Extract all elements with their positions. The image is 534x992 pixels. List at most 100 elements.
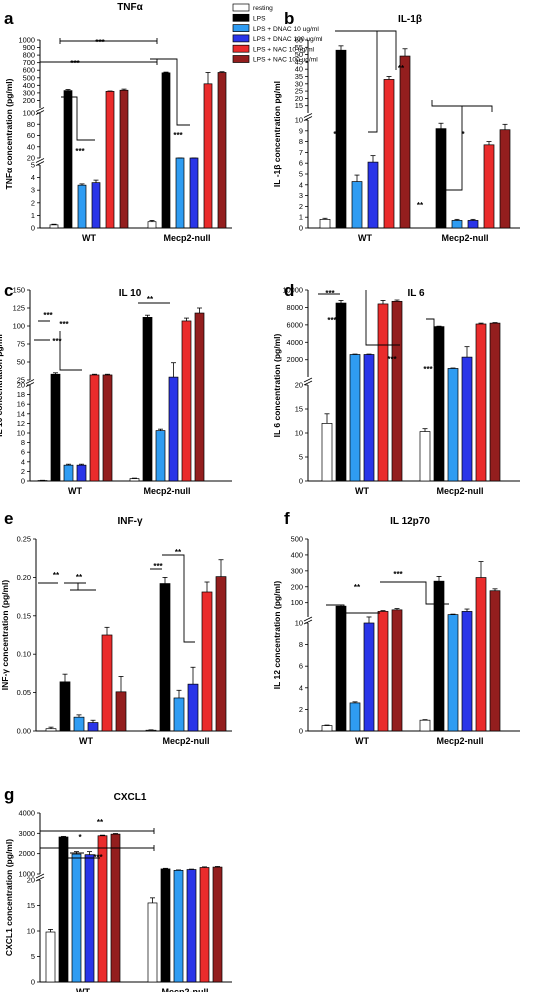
- axis-break-mark: [303, 616, 313, 625]
- axis-break-mark: [35, 873, 45, 882]
- y-tick-label: 5: [31, 952, 35, 961]
- panel-title: IL 10: [119, 288, 142, 299]
- y-tick-label: 700: [23, 58, 35, 67]
- bar: [63, 464, 74, 482]
- x-category-label: WT: [355, 736, 369, 746]
- significance-bracket: [150, 554, 195, 643]
- significance-label: **: [147, 295, 154, 304]
- panel-title: INF-γ: [118, 516, 143, 527]
- y-tick-label: 0.00: [17, 727, 31, 736]
- y-tick-label: 50: [17, 358, 25, 367]
- y-tick-label: 0: [299, 224, 303, 233]
- legend-label: LPS + NAC 100 ug/ml: [253, 57, 318, 64]
- bar: [119, 89, 129, 229]
- bar: [212, 866, 223, 983]
- significance-bracket: [150, 58, 190, 126]
- bar: [489, 590, 501, 732]
- y-tick-label: 25: [17, 376, 25, 385]
- bar: [89, 374, 100, 482]
- legend-label: LPS + NAC 10 ug/ml: [253, 46, 315, 53]
- significance-bracket: [59, 38, 158, 44]
- y-tick-label: 10000: [282, 286, 303, 295]
- bar: [215, 576, 227, 732]
- bar: [129, 478, 140, 482]
- bar: [335, 49, 347, 229]
- y-tick-label: 55: [295, 43, 303, 52]
- y-tick-label: 20: [27, 876, 35, 885]
- bar: [142, 317, 153, 482]
- significance-label: **: [97, 818, 104, 827]
- y-tick-label: 8: [299, 137, 303, 146]
- significance-label: ***: [423, 365, 433, 374]
- y-tick-label: 3000: [19, 829, 35, 838]
- y-tick-label: 900: [23, 43, 35, 52]
- panel-title: IL-1β: [398, 14, 422, 25]
- bar: [335, 302, 347, 482]
- significance-label: ***: [325, 289, 335, 298]
- axis-break-mark: [303, 377, 313, 386]
- bar: [377, 303, 389, 482]
- y-tick-label: 15: [295, 405, 303, 414]
- significance-bracket: [38, 582, 96, 591]
- panel-label: e: [4, 509, 13, 528]
- bar: [168, 376, 179, 482]
- panel-title: IL 6: [407, 288, 424, 299]
- bar: [77, 184, 87, 229]
- significance-bracket: [39, 845, 155, 851]
- y-tick-label: 5: [299, 453, 303, 462]
- y-tick-label: 0.05: [17, 688, 31, 697]
- significance-bracket: [60, 852, 100, 859]
- bar: [101, 634, 113, 732]
- bar: [186, 869, 197, 983]
- y-tick-label: 400: [291, 550, 303, 559]
- legend-swatch: [232, 24, 250, 32]
- y-tick-label: 2: [31, 198, 35, 207]
- y-tick-label: 500: [23, 73, 35, 82]
- y-tick-label: 2000: [287, 355, 303, 364]
- significance-label: **: [417, 201, 424, 210]
- y-tick-label: 4: [299, 180, 303, 189]
- y-axis-label: CXCL1 concentration (pg/ml): [4, 839, 14, 956]
- bar: [447, 368, 459, 482]
- bar: [115, 691, 127, 732]
- bar: [399, 55, 411, 229]
- y-tick-label: 1: [299, 213, 303, 222]
- significance-bracket: [431, 100, 493, 191]
- y-tick-label: 600: [23, 66, 35, 75]
- y-tick-label: 10: [295, 619, 303, 628]
- x-category-label: WT: [358, 233, 372, 243]
- bar: [173, 697, 185, 732]
- bar: [391, 300, 403, 482]
- y-tick-label: 0.25: [17, 535, 31, 544]
- y-tick-label: 300: [23, 88, 35, 97]
- y-axis-label: IL 12 concentration (pg/ml): [272, 581, 282, 690]
- panel-d: d IL 6 0 5 10 15 20 2000 4000 6000 8000 10000 IL 6 c…: [272, 281, 520, 496]
- y-tick-label: 16: [17, 400, 25, 409]
- significance-label: *: [461, 130, 465, 139]
- significance-label: ***: [153, 562, 163, 571]
- y-tick-label: 30: [295, 79, 303, 88]
- bar: [363, 354, 375, 482]
- significance-label: ***: [70, 59, 80, 68]
- bar: [319, 219, 331, 229]
- panel-label: d: [284, 281, 294, 300]
- y-tick-label: 0.10: [17, 650, 31, 659]
- significance-bracket: [39, 59, 158, 65]
- bar: [73, 716, 85, 732]
- axis-break-mark: [35, 107, 45, 115]
- bar: [76, 464, 87, 482]
- significance-label: ***: [387, 355, 397, 364]
- bar: [45, 931, 56, 983]
- significance-label: **: [398, 64, 405, 73]
- significance-label: ***: [393, 570, 403, 579]
- y-tick-label: 12: [17, 419, 25, 428]
- y-tick-label: 300: [291, 566, 303, 575]
- y-tick-label: 1: [31, 211, 35, 220]
- bar: [50, 373, 61, 482]
- x-category-label: WT: [79, 736, 93, 746]
- bar: [58, 836, 69, 983]
- x-category-label: WT: [82, 233, 96, 243]
